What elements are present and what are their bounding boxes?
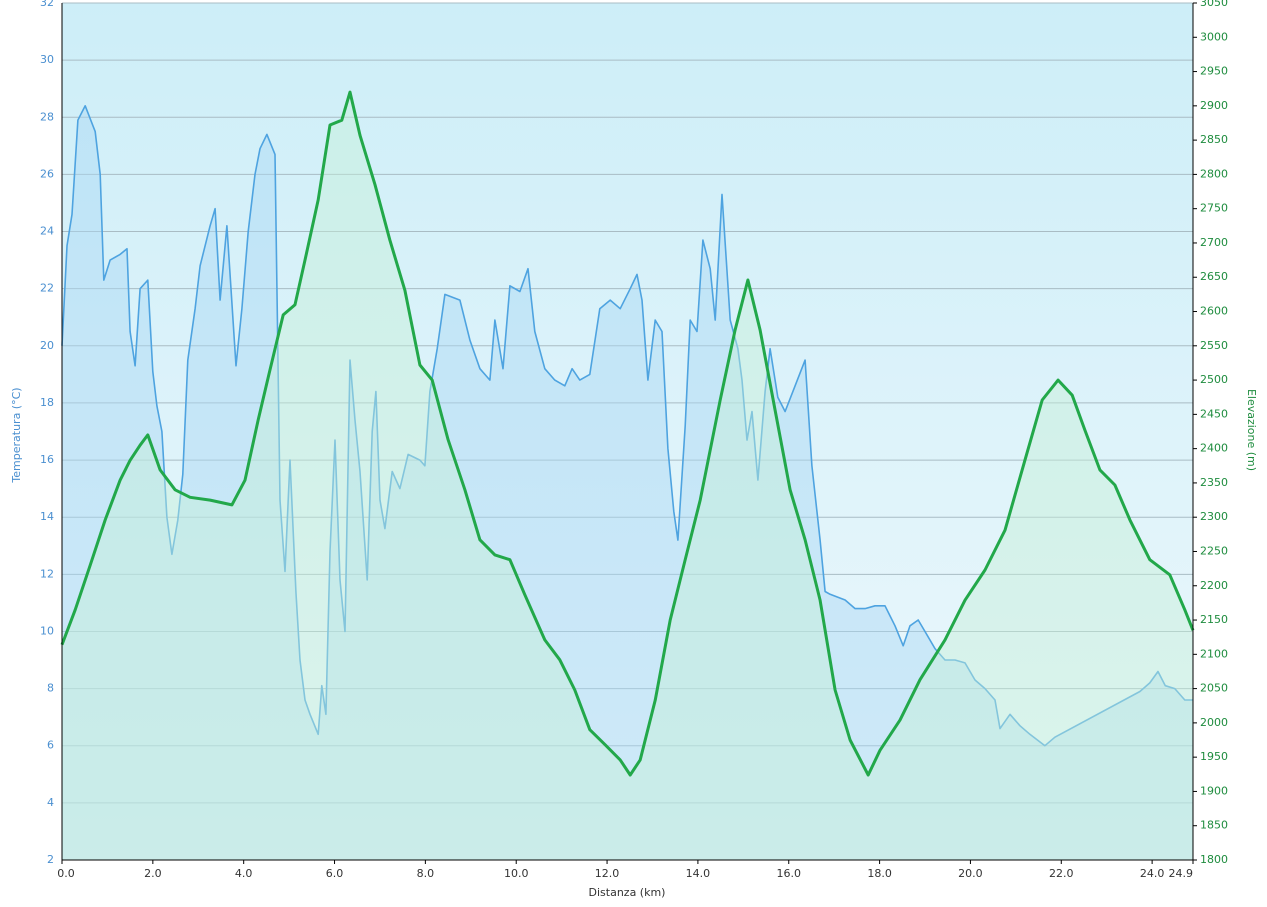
x-tick-label: 22.0	[1049, 867, 1074, 880]
y2-tick-label: 1900	[1200, 784, 1228, 797]
x-tick-label: 4.0	[235, 867, 253, 880]
x-tick-label: 10.0	[504, 867, 529, 880]
x-tick-label: 14.0	[686, 867, 711, 880]
y2-tick-label: 2600	[1200, 305, 1228, 318]
y-tick-label: 6	[47, 739, 54, 752]
y2-tick-label: 2350	[1200, 476, 1228, 489]
y-tick-label: 10	[40, 624, 54, 637]
y-tick-label: 16	[40, 453, 54, 466]
y2-tick-label: 2850	[1200, 133, 1228, 146]
y-tick-label: 24	[40, 225, 54, 238]
x-tick-label: 8.0	[417, 867, 435, 880]
x-tick-label: 16.0	[776, 867, 801, 880]
y2-tick-label: 2000	[1200, 716, 1228, 729]
y-tick-label: 26	[40, 167, 54, 180]
y-tick-label: 22	[40, 282, 54, 295]
y2-tick-label: 2150	[1200, 613, 1228, 626]
plot-area	[62, 3, 1193, 860]
y-tick-label: 20	[40, 339, 54, 352]
x-tick-label: 12.0	[595, 867, 620, 880]
y2-tick-label: 2450	[1200, 407, 1228, 420]
y2-tick-label: 2050	[1200, 682, 1228, 695]
y-tick-label: 12	[40, 567, 54, 580]
y-tick-label: 8	[47, 682, 54, 695]
y-tick-label: 4	[47, 796, 54, 809]
y-tick-label: 32	[40, 0, 54, 9]
y2-tick-label: 2650	[1200, 270, 1228, 283]
y2-axis-label: Elevazione (m)	[1245, 389, 1258, 471]
y-tick-label: 18	[40, 396, 54, 409]
y2-tick-label: 1850	[1200, 819, 1228, 832]
y2-tick-label: 1800	[1200, 853, 1228, 866]
x-tick-label: 0.0	[57, 867, 75, 880]
y2-tick-label: 1950	[1200, 750, 1228, 763]
x-tick-label: 20.0	[958, 867, 983, 880]
y2-tick-label: 2800	[1200, 167, 1228, 180]
y-tick-label: 2	[47, 853, 54, 866]
y2-tick-label: 3050	[1200, 0, 1228, 9]
plot-layer	[60, 2, 1195, 861]
y-tick-label: 30	[40, 53, 54, 66]
x-tick-label: 24.9	[1169, 867, 1194, 880]
series-line	[60, 90, 1195, 777]
y-axis-label: Temperatura (°C)	[10, 387, 23, 483]
y2-tick-label: 2550	[1200, 339, 1228, 352]
y2-tick-label: 3000	[1200, 30, 1228, 43]
y2-tick-label: 2750	[1200, 202, 1228, 215]
y2-tick-label: 2950	[1200, 65, 1228, 78]
y-tick-label: 28	[40, 110, 54, 123]
y2-tick-label: 2500	[1200, 373, 1228, 386]
series-line	[61, 105, 1193, 747]
x-tick-label: 6.0	[326, 867, 344, 880]
series-area	[62, 92, 1193, 861]
y2-tick-label: 2300	[1200, 510, 1228, 523]
x-tick-label: 24.0	[1140, 867, 1165, 880]
y2-tick-label: 2700	[1200, 236, 1228, 249]
y-tick-label: 14	[40, 510, 54, 523]
y2-tick-label: 2400	[1200, 442, 1228, 455]
x-axis-label: Distanza (km)	[589, 886, 666, 899]
y2-tick-label: 2900	[1200, 99, 1228, 112]
x-tick-label: 18.0	[867, 867, 892, 880]
y2-tick-label: 2250	[1200, 544, 1228, 557]
series-area	[62, 105, 1193, 861]
y2-tick-label: 2100	[1200, 647, 1228, 660]
y2-tick-label: 2200	[1200, 579, 1228, 592]
x-tick-label: 2.0	[144, 867, 162, 880]
